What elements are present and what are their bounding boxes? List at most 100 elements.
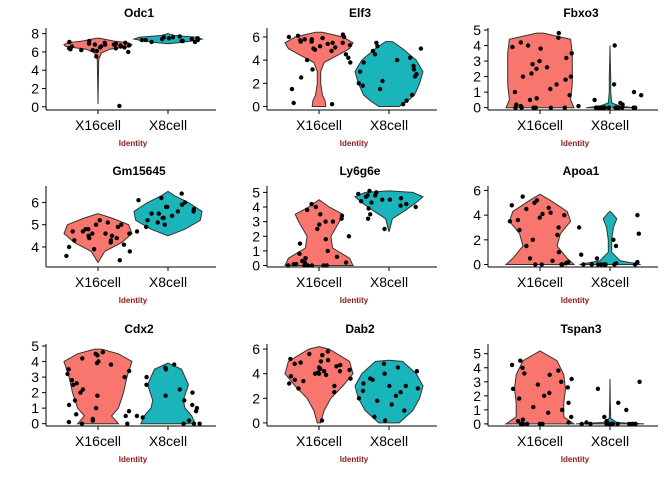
data-point xyxy=(520,74,526,79)
data-point xyxy=(123,40,128,45)
y-tick-label: 6 xyxy=(31,194,39,210)
data-point xyxy=(74,412,79,417)
data-point xyxy=(288,374,294,379)
y-tick-label: 3 xyxy=(31,369,39,385)
violin-x16cell xyxy=(63,37,133,105)
data-point xyxy=(317,222,322,227)
y-tick-label: 2 xyxy=(31,385,39,401)
data-point xyxy=(302,37,307,42)
data-point xyxy=(341,34,347,40)
data-point xyxy=(550,258,555,263)
data-point xyxy=(177,34,182,39)
data-point xyxy=(111,42,117,47)
y-tick-label: 3 xyxy=(473,374,481,390)
data-point xyxy=(530,61,535,67)
data-point xyxy=(548,105,554,110)
data-point xyxy=(159,195,164,201)
data-point xyxy=(94,54,99,59)
y-tick-label: 2 xyxy=(252,390,260,406)
y-tick-label: 1 xyxy=(252,243,260,259)
data-point xyxy=(361,381,366,386)
data-point xyxy=(325,358,331,363)
panel-title: Apoa1 xyxy=(563,164,600,178)
data-point xyxy=(524,206,529,212)
x-tick-label: X8cell xyxy=(591,274,629,290)
data-point xyxy=(530,237,535,242)
data-point xyxy=(117,103,122,109)
data-point xyxy=(411,67,417,72)
data-point xyxy=(569,376,574,382)
y-tick-label: 5 xyxy=(252,184,260,200)
data-point xyxy=(108,362,114,367)
data-point xyxy=(529,71,534,76)
y-tick-label: 6 xyxy=(473,182,481,198)
data-point xyxy=(312,47,318,52)
data-point xyxy=(78,390,83,395)
data-point xyxy=(180,38,185,44)
x-axis-label: Identity xyxy=(119,139,148,148)
data-point xyxy=(576,225,582,230)
data-point xyxy=(155,220,160,225)
data-point xyxy=(169,213,175,218)
data-point xyxy=(358,199,364,204)
data-point xyxy=(79,421,85,426)
data-point xyxy=(518,40,523,45)
data-point xyxy=(66,419,72,425)
data-point xyxy=(368,212,373,217)
data-point xyxy=(289,86,295,92)
data-point xyxy=(356,81,361,86)
data-point xyxy=(565,385,570,390)
data-point xyxy=(394,57,400,63)
data-point xyxy=(631,89,637,95)
data-point xyxy=(149,211,154,216)
data-point xyxy=(531,404,536,410)
data-point xyxy=(598,262,604,267)
y-tick-label: 0 xyxy=(252,99,260,115)
x-axis-label: Identity xyxy=(561,139,590,148)
data-point xyxy=(109,233,115,238)
panel-title: Odc1 xyxy=(124,6,154,20)
data-point xyxy=(166,36,172,41)
data-point xyxy=(381,361,387,366)
data-point xyxy=(67,39,72,45)
data-point xyxy=(145,218,150,223)
y-tick-label: 4 xyxy=(252,199,260,215)
data-point xyxy=(407,55,413,60)
data-point xyxy=(144,382,149,387)
data-point xyxy=(365,193,370,198)
data-point xyxy=(175,209,181,214)
data-point xyxy=(398,203,403,208)
data-point xyxy=(317,44,323,49)
data-point xyxy=(330,40,335,45)
data-point xyxy=(66,367,71,372)
data-point xyxy=(566,420,571,425)
data-point xyxy=(537,421,542,427)
data-point xyxy=(300,258,305,264)
data-point xyxy=(94,48,100,54)
data-point xyxy=(347,367,352,373)
y-tick-label: 0 xyxy=(31,416,39,432)
data-point xyxy=(633,421,638,427)
x-tick-label: X8cell xyxy=(591,117,629,133)
data-point xyxy=(318,212,323,217)
data-point xyxy=(105,220,111,225)
data-point xyxy=(595,262,601,267)
violin-x8cell xyxy=(586,45,634,109)
data-point xyxy=(108,238,114,243)
data-point xyxy=(389,402,394,407)
y-tick-label: 6 xyxy=(31,44,39,60)
data-point xyxy=(143,37,148,43)
y-tick-label: 3 xyxy=(473,53,481,69)
data-point xyxy=(548,86,553,92)
data-point xyxy=(69,378,75,383)
data-point xyxy=(559,262,564,267)
x-tick-label: X16cell xyxy=(75,117,121,133)
y-tick-label: 5 xyxy=(31,217,39,233)
data-point xyxy=(370,48,376,54)
data-point xyxy=(323,219,328,224)
data-point xyxy=(613,105,618,110)
data-point xyxy=(296,386,301,391)
data-point xyxy=(303,256,308,261)
